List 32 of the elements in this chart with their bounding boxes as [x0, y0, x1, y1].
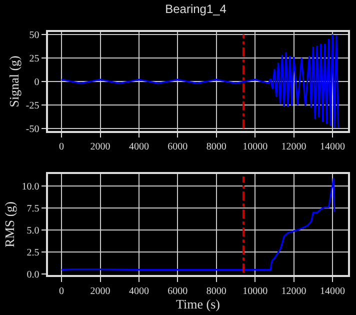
- x-tick-label: 8000: [206, 286, 226, 297]
- y-tick-label: -25: [26, 100, 40, 112]
- y-tick-label: 10.0: [22, 182, 40, 193]
- x-tick-label: 4000: [128, 286, 149, 297]
- line-series: [60, 34, 340, 128]
- y-axis-title: Signal (g): [6, 56, 22, 108]
- x-axis-title: Time (s): [176, 296, 220, 312]
- y-tick-label: 7.5: [26, 204, 40, 215]
- x-tick-label: 6000: [168, 142, 188, 153]
- x-tick-label: 6000: [168, 286, 188, 297]
- x-tick-label: 10000: [242, 142, 268, 153]
- x-tick-label: 14000: [320, 286, 346, 297]
- x-tick-label: 14000: [320, 142, 346, 153]
- line-series: [60, 178, 336, 271]
- x-tick-label: 0: [59, 286, 64, 297]
- x-tick-label: 0: [59, 142, 64, 153]
- y-tick-label: 0: [34, 76, 40, 88]
- y-axis-title: RMS (g): [2, 202, 18, 248]
- y-tick-label: 5.0: [26, 226, 40, 237]
- y-tick-label: 0.0: [26, 270, 40, 281]
- chart-title: Bearing1_4: [165, 2, 227, 16]
- x-tick-label: 12000: [281, 286, 306, 297]
- x-tick-label: 12000: [281, 142, 306, 153]
- x-tick-label: 2000: [90, 286, 110, 297]
- x-tick-label: 4000: [128, 142, 149, 153]
- x-tick-label: 10000: [242, 286, 268, 297]
- x-tick-label: 2000: [90, 142, 110, 153]
- x-tick-label: 8000: [206, 142, 226, 153]
- y-tick-label: 50: [29, 30, 40, 41]
- y-tick-label: -50: [26, 124, 40, 136]
- y-tick-label: 2.5: [26, 248, 40, 259]
- y-tick-label: 25: [29, 53, 40, 64]
